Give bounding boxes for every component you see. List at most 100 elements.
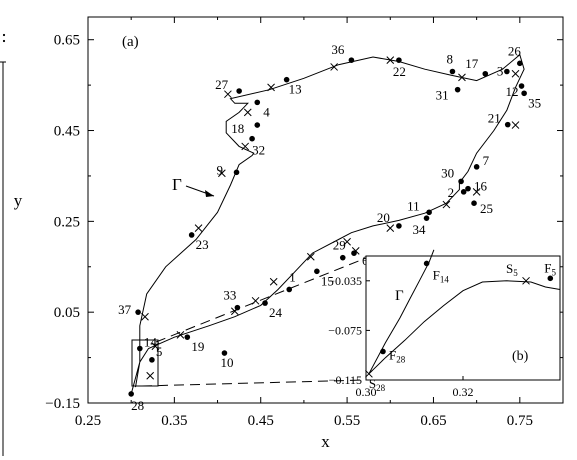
inset-frame xyxy=(365,255,561,381)
point-label: 4 xyxy=(263,104,270,119)
inset-cross-label-main: S xyxy=(369,376,376,391)
cross-marker xyxy=(224,90,232,99)
cross-marker xyxy=(141,312,149,321)
gamma-curve xyxy=(130,53,525,395)
inset-cross-marker xyxy=(365,369,373,378)
inset-cross-marker xyxy=(522,276,530,285)
x-tick-label: 0.65 xyxy=(420,413,446,429)
inset-point-label: F28 xyxy=(389,347,406,364)
data-point xyxy=(517,60,523,67)
cross-marker xyxy=(330,63,338,71)
data-point xyxy=(351,250,357,256)
inset-point-label: F14 xyxy=(433,267,450,284)
inset-data-point xyxy=(547,275,554,282)
cross-marker xyxy=(458,73,466,82)
data-point xyxy=(471,200,477,206)
gamma-arrowhead xyxy=(205,190,214,197)
data-point xyxy=(426,209,432,216)
point-label: 28 xyxy=(131,398,144,413)
data-point xyxy=(518,83,525,89)
inset-data-point xyxy=(423,260,430,267)
cross-marker xyxy=(511,69,520,78)
inset-cross-label: S5 xyxy=(506,261,518,278)
point-label: 13 xyxy=(289,82,302,97)
data-point xyxy=(460,189,467,195)
data-point xyxy=(254,122,261,128)
data-point xyxy=(449,68,456,75)
y-tick-label: 0.25 xyxy=(54,214,80,230)
data-point xyxy=(454,86,461,93)
data-point xyxy=(249,135,255,142)
point-label: 29 xyxy=(333,238,346,253)
panel-label-b: (b) xyxy=(512,349,529,364)
data-point xyxy=(149,357,155,363)
point-label: 3 xyxy=(497,63,504,78)
cross-marker xyxy=(343,237,351,246)
inset-cross-label-sub: 5 xyxy=(513,268,518,278)
point-label: 17 xyxy=(465,56,479,71)
data-point xyxy=(221,350,228,356)
inset-x-tick-label: 0.30 xyxy=(356,385,377,399)
page-edge-dot xyxy=(2,39,6,43)
point-label: 9 xyxy=(217,162,224,177)
y-axis-label: y xyxy=(14,191,23,210)
data-point xyxy=(348,57,355,63)
inset-cross-label-sub: 28 xyxy=(376,383,386,393)
data-point xyxy=(521,90,527,97)
inset-y-tick-label: −0.035 xyxy=(328,274,362,288)
x-tick-label: 0.25 xyxy=(75,413,101,429)
cross-marker xyxy=(386,56,395,64)
point-label: 11 xyxy=(407,198,420,213)
point-label: 30 xyxy=(441,165,454,180)
point-label: 36 xyxy=(331,42,345,57)
inset-point-label-sub: 28 xyxy=(396,354,406,364)
point-label: 34 xyxy=(413,222,427,237)
data-point xyxy=(482,70,489,77)
data-point xyxy=(423,215,430,221)
inset-point-label: F5 xyxy=(544,260,556,277)
point-label: 8 xyxy=(446,51,453,66)
page-edge-dot xyxy=(2,33,6,37)
point-label: 22 xyxy=(393,64,406,79)
cross-marker xyxy=(472,187,481,196)
data-point xyxy=(396,57,402,63)
cross-marker xyxy=(306,252,315,261)
y-tick-label: 0.45 xyxy=(54,124,80,140)
cross-marker xyxy=(243,108,252,117)
point-label: 37 xyxy=(118,302,132,317)
data-point xyxy=(504,121,511,128)
data-point xyxy=(396,223,402,229)
data-point xyxy=(184,334,191,340)
point-label: 18 xyxy=(231,121,244,136)
inset-point-label-sub: 5 xyxy=(552,267,557,277)
point-label: 32 xyxy=(252,143,265,158)
point-label: 33 xyxy=(223,288,236,303)
zoom-connector-top xyxy=(155,257,367,343)
point-label: 15 xyxy=(321,273,334,288)
inset-curve xyxy=(368,280,561,375)
point-label: 23 xyxy=(196,237,209,252)
y-tick-label: −0.15 xyxy=(45,396,80,412)
data-point xyxy=(135,309,141,315)
point-label: 27 xyxy=(215,77,229,92)
point-label: 26 xyxy=(508,43,522,58)
y-tick-label: 0.65 xyxy=(54,33,80,49)
point-label: 16 xyxy=(474,179,488,194)
inset-y-tick-label: −0.115 xyxy=(329,373,362,387)
x-axis-label: x xyxy=(321,432,330,451)
data-point xyxy=(504,68,510,75)
cross-marker xyxy=(218,169,226,178)
x-tick-label: 0.35 xyxy=(161,413,187,429)
data-point xyxy=(262,300,268,306)
point-label: 7 xyxy=(483,153,490,168)
point-label: 12 xyxy=(506,84,519,99)
point-label: 5 xyxy=(156,344,163,359)
cross-marker xyxy=(269,277,278,286)
zoom-connector-bottom xyxy=(141,379,367,387)
cross-marker xyxy=(267,83,275,92)
data-point xyxy=(283,76,290,83)
point-label: 35 xyxy=(528,95,541,110)
data-point xyxy=(233,169,240,176)
data-point xyxy=(137,345,143,352)
